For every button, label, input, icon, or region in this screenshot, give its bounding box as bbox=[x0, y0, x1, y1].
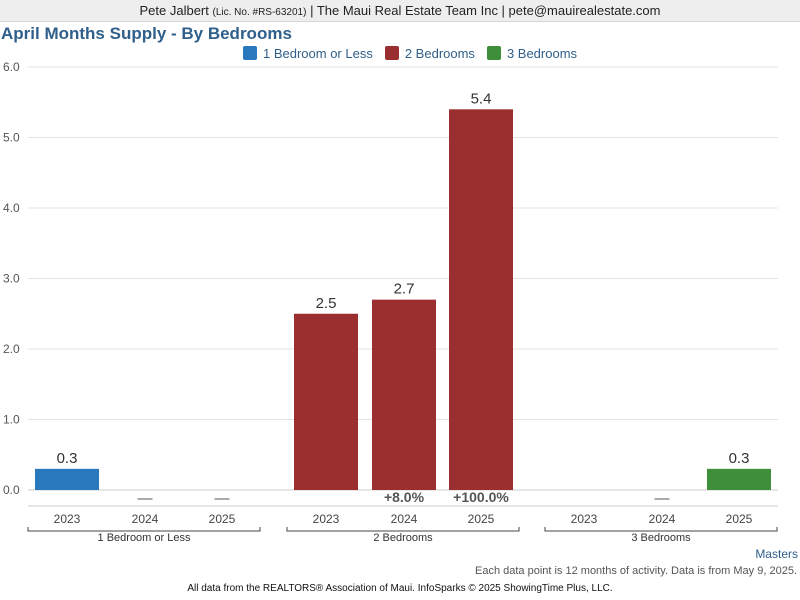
group-bracket bbox=[27, 527, 261, 532]
data-label: 0.3 bbox=[57, 450, 78, 467]
change-label: +100.0% bbox=[453, 489, 509, 505]
x-tick-label: 2023 bbox=[54, 512, 81, 526]
y-tick-label: 4.0 bbox=[3, 201, 20, 215]
bar bbox=[449, 109, 513, 491]
company-info: | The Maui Real Estate Team Inc | pete@m… bbox=[310, 3, 661, 18]
license-number: (Lic. No. #RS-63201) bbox=[212, 7, 307, 18]
footnote: Each data point is 12 months of activity… bbox=[474, 565, 797, 577]
bar bbox=[372, 299, 436, 490]
x-tick-label: 2025 bbox=[209, 512, 236, 526]
legend-label: 1 Bedroom or Less bbox=[263, 45, 373, 61]
y-tick-label: 1.0 bbox=[3, 413, 20, 427]
group-label: 2 Bedrooms bbox=[373, 532, 433, 544]
change-label: +8.0% bbox=[384, 489, 425, 505]
data-label: 5.4 bbox=[471, 90, 492, 107]
y-tick-label: 3.0 bbox=[3, 272, 20, 286]
chart-title: April Months Supply - By Bedrooms bbox=[1, 24, 292, 43]
x-tick-label: 2023 bbox=[571, 512, 598, 526]
bar bbox=[35, 468, 99, 490]
data-label: — bbox=[215, 490, 230, 507]
legend-label: 3 Bedrooms bbox=[506, 45, 578, 61]
legend-label: 2 Bedrooms bbox=[404, 45, 475, 61]
y-tick-label: 0.0 bbox=[3, 483, 20, 497]
data-label: 2.5 bbox=[316, 295, 337, 312]
legend-item[interactable]: 3 Bedrooms bbox=[486, 45, 578, 61]
y-tick-label: 5.0 bbox=[3, 131, 20, 145]
group-label: 1 Bedroom or Less bbox=[98, 532, 191, 544]
header-bar: Pete Jalbert (Lic. No. #RS-63201) | The … bbox=[0, 0, 800, 22]
group-bracket bbox=[286, 527, 520, 532]
x-tick-label: 2024 bbox=[132, 512, 159, 526]
data-label: — bbox=[138, 490, 153, 507]
x-tick-label: 2025 bbox=[726, 512, 753, 526]
legend-item[interactable]: 2 Bedrooms bbox=[384, 45, 475, 61]
x-tick-label: 2024 bbox=[391, 512, 418, 526]
x-tick-label: 2025 bbox=[468, 512, 495, 526]
x-tick-label: 2023 bbox=[313, 512, 340, 526]
data-label: 0.3 bbox=[729, 450, 750, 467]
legend-swatch bbox=[486, 46, 501, 60]
y-tick-label: 2.0 bbox=[3, 342, 20, 356]
legend-swatch bbox=[384, 46, 399, 60]
legend-item[interactable]: 1 Bedroom or Less bbox=[243, 46, 373, 61]
bar bbox=[294, 313, 358, 490]
legend-swatch bbox=[243, 46, 257, 60]
masters-link[interactable]: Masters bbox=[755, 547, 798, 561]
group-bracket bbox=[544, 527, 778, 532]
group-label: 3 Bedrooms bbox=[631, 532, 691, 544]
bar bbox=[707, 468, 771, 490]
legend: 1 Bedroom or Less 2 Bedrooms 3 Bedrooms bbox=[243, 44, 589, 62]
data-label: — bbox=[655, 490, 670, 507]
credit: All data from the REALTORS® Association … bbox=[187, 583, 613, 594]
agent-name: Pete Jalbert bbox=[139, 3, 209, 18]
y-tick-label: 6.0 bbox=[3, 60, 20, 74]
data-label: 2.7 bbox=[394, 281, 415, 298]
x-tick-label: 2024 bbox=[649, 512, 676, 526]
